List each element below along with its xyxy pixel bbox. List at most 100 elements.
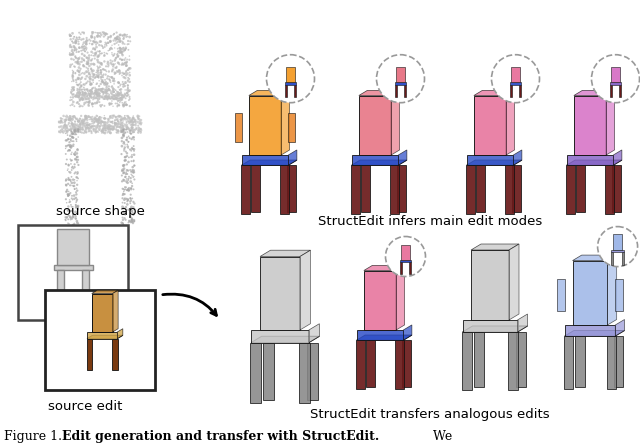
Point [55, 119, 65, 126]
Point [74, 75, 84, 82]
Point [72, 120, 83, 128]
Point [118, 48, 129, 55]
Point [67, 163, 77, 170]
Point [68, 134, 79, 141]
Point [115, 118, 125, 125]
Point [116, 119, 127, 126]
Point [118, 78, 128, 85]
Point [122, 31, 132, 38]
Point [92, 122, 102, 129]
Point [66, 151, 76, 158]
Point [68, 113, 78, 120]
Point [82, 54, 92, 62]
Point [115, 90, 125, 97]
Point [118, 128, 129, 136]
Point [73, 93, 83, 100]
Point [96, 69, 106, 76]
Point [136, 129, 146, 136]
Point [93, 71, 104, 78]
Point [68, 123, 79, 130]
Point [97, 29, 108, 36]
Point [84, 71, 94, 78]
Point [77, 58, 87, 65]
Point [71, 191, 81, 198]
Point [113, 128, 123, 135]
Point [95, 119, 106, 126]
Bar [610, 82, 621, 85]
Point [111, 124, 122, 131]
Point [74, 36, 84, 43]
Point [118, 190, 129, 197]
Point [104, 93, 114, 100]
Point [90, 126, 100, 133]
Point [64, 191, 74, 198]
Bar [564, 336, 573, 389]
Point [58, 113, 68, 120]
Point [67, 120, 77, 127]
Point [95, 113, 105, 120]
Point [111, 114, 121, 121]
Point [81, 92, 92, 99]
Point [65, 126, 76, 133]
Point [127, 127, 138, 134]
Point [70, 113, 80, 120]
Point [70, 186, 80, 193]
Point [70, 58, 81, 66]
Point [97, 88, 107, 95]
Point [112, 36, 122, 43]
Point [65, 63, 76, 70]
Point [111, 120, 122, 127]
Point [80, 94, 90, 101]
Point [73, 55, 83, 62]
Bar [575, 336, 584, 387]
Point [93, 124, 103, 131]
Point [75, 126, 85, 133]
Point [113, 79, 124, 86]
Point [89, 38, 99, 45]
Point [103, 34, 113, 41]
Point [65, 142, 76, 149]
Point [88, 84, 99, 91]
Point [120, 144, 130, 151]
Point [79, 63, 89, 70]
Point [77, 43, 88, 50]
Point [116, 90, 126, 97]
Bar [577, 165, 585, 212]
Point [86, 118, 97, 125]
Point [129, 143, 139, 150]
Point [95, 115, 106, 122]
Point [97, 61, 107, 68]
Point [86, 57, 96, 64]
Point [108, 125, 118, 132]
Point [75, 84, 85, 91]
Point [123, 113, 133, 120]
Point [70, 118, 80, 125]
Point [77, 91, 88, 98]
Text: source edit: source edit [48, 400, 122, 413]
Point [88, 90, 99, 97]
Point [81, 35, 92, 42]
Point [84, 91, 95, 98]
Point [110, 35, 120, 42]
Point [112, 51, 122, 58]
Point [63, 212, 74, 219]
Point [76, 47, 86, 54]
Point [120, 114, 131, 121]
Point [103, 125, 113, 132]
Point [125, 69, 135, 76]
Point [115, 86, 125, 93]
Point [56, 116, 67, 123]
Point [97, 122, 108, 129]
Point [136, 117, 147, 124]
Point [72, 138, 82, 145]
Point [107, 61, 117, 68]
Point [68, 74, 78, 82]
Point [67, 51, 77, 58]
Point [68, 113, 79, 120]
Point [115, 86, 125, 93]
Point [118, 205, 129, 212]
Point [113, 88, 123, 95]
Point [69, 44, 79, 51]
Point [127, 203, 137, 210]
Point [125, 195, 136, 202]
